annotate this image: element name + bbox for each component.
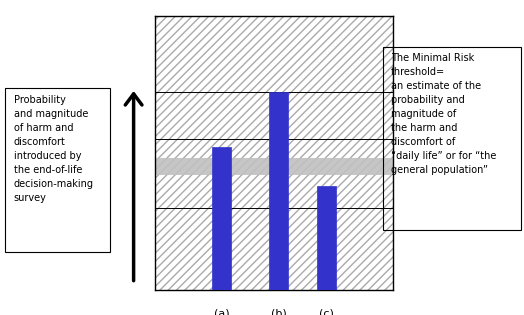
Bar — [212, 147, 231, 290]
Bar — [155, 158, 393, 175]
Text: (c): (c) — [319, 309, 334, 315]
Text: (a): (a) — [213, 309, 229, 315]
Text: Low
risk: Low risk — [70, 261, 108, 300]
Text: Probability
and magnitude
of harm and
discomfort
introduced by
the end-of-life
d: Probability and magnitude of harm and di… — [14, 95, 94, 203]
Text: (b): (b) — [271, 309, 287, 315]
Text: Higher
risk: Higher risk — [58, 31, 121, 70]
Bar — [316, 186, 336, 290]
Text: The Minimal Risk
threshold=
an estimate of the
probability and
magnitude of
the : The Minimal Risk threshold= an estimate … — [391, 53, 496, 175]
Bar — [269, 93, 288, 290]
